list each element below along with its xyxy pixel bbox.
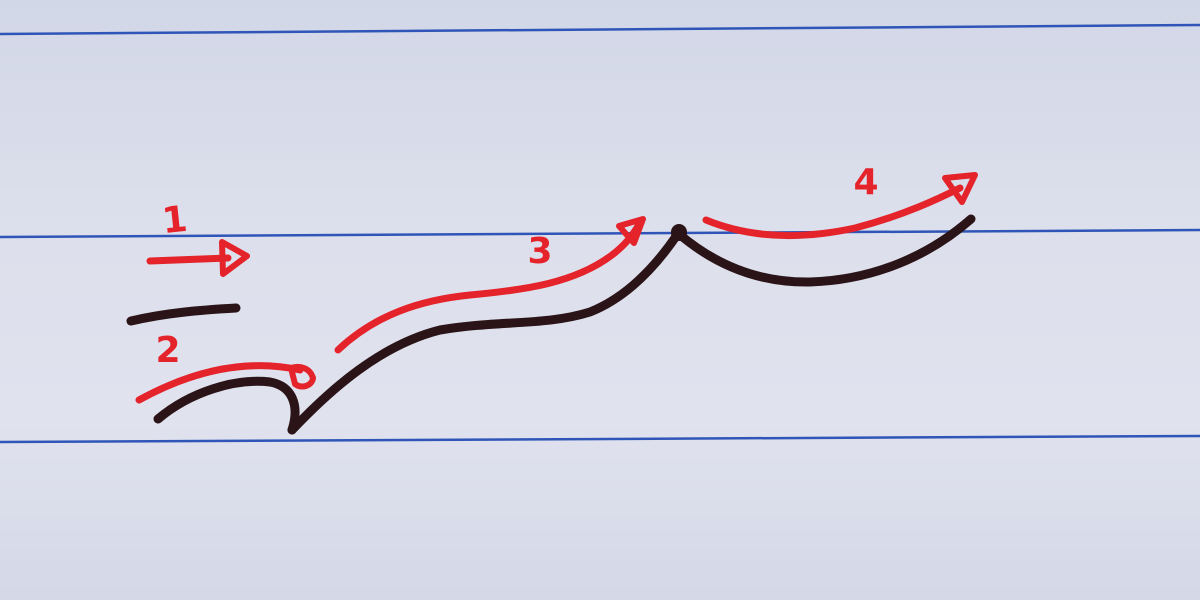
step-label-4: 4 <box>853 162 878 203</box>
guide-arrow-4 <box>702 172 978 240</box>
rule-line-top <box>0 23 1200 36</box>
guide-arrow-3 <box>334 216 646 354</box>
letter-stroke-rise <box>287 227 684 435</box>
step-labels: 1 2 3 4 <box>155 162 878 371</box>
letter-strokes <box>126 214 976 435</box>
guide-arrow-1 <box>146 239 250 277</box>
letter-stroke-swoop <box>674 214 976 287</box>
guide-arrow-2 <box>135 362 316 404</box>
guide-arrows <box>135 172 978 404</box>
letter-stroke-hook <box>153 376 300 435</box>
rule-line-bottom <box>0 434 1200 444</box>
letter-stroke-dash <box>126 303 241 326</box>
rule-line-middle <box>0 228 1200 239</box>
step-label-2: 2 <box>155 330 180 371</box>
step-label-3: 3 <box>527 231 552 272</box>
step-label-1: 1 <box>160 199 189 242</box>
